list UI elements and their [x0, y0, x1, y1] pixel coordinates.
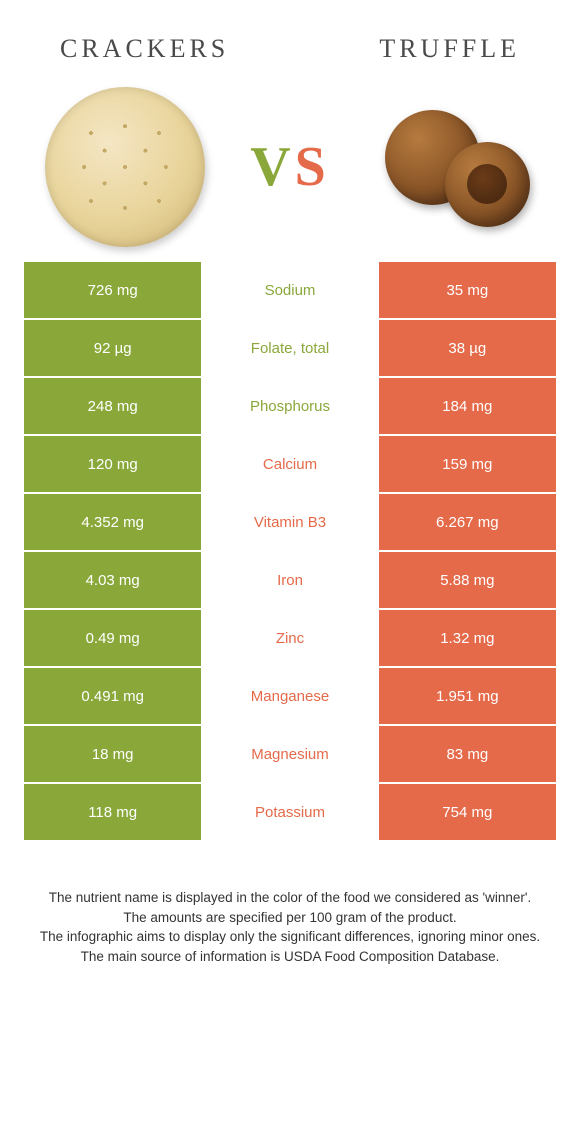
table-row: 726 mgSodium35 mg: [24, 262, 556, 318]
vs-s: S: [295, 136, 330, 198]
nutrient-name: Folate, total: [201, 320, 378, 376]
table-row: 0.491 mgManganese1.951 mg: [24, 668, 556, 724]
left-value: 726 mg: [24, 262, 201, 318]
right-value: 5.88 mg: [379, 552, 556, 608]
images-row: VS: [20, 74, 560, 262]
left-value: 4.352 mg: [24, 494, 201, 550]
right-value: 83 mg: [379, 726, 556, 782]
nutrient-name: Manganese: [201, 668, 378, 724]
right-value: 1.32 mg: [379, 610, 556, 666]
left-value: 118 mg: [24, 784, 201, 840]
table-row: 4.03 mgIron5.88 mg: [24, 552, 556, 608]
nutrient-name: Magnesium: [201, 726, 378, 782]
table-row: 0.49 mgZinc1.32 mg: [24, 610, 556, 666]
left-value: 18 mg: [24, 726, 201, 782]
nutrient-table: 726 mgSodium35 mg92 µgFolate, total38 µg…: [20, 262, 560, 840]
footnote-line: The main source of information is USDA F…: [36, 947, 544, 967]
right-value: 1.951 mg: [379, 668, 556, 724]
truffle-icon: [375, 102, 535, 232]
cracker-icon: [45, 87, 205, 247]
left-value: 0.491 mg: [24, 668, 201, 724]
right-food-image: [360, 92, 550, 242]
right-value: 159 mg: [379, 436, 556, 492]
right-food-title: Truffle: [379, 34, 520, 64]
right-value: 184 mg: [379, 378, 556, 434]
right-value: 38 µg: [379, 320, 556, 376]
footnote-line: The nutrient name is displayed in the co…: [36, 888, 544, 908]
table-row: 4.352 mgVitamin B36.267 mg: [24, 494, 556, 550]
nutrient-name: Iron: [201, 552, 378, 608]
table-row: 248 mgPhosphorus184 mg: [24, 378, 556, 434]
footnotes: The nutrient name is displayed in the co…: [20, 842, 560, 966]
nutrient-name: Potassium: [201, 784, 378, 840]
nutrient-name: Sodium: [201, 262, 378, 318]
left-food-image: [30, 92, 220, 242]
nutrient-name: Vitamin B3: [201, 494, 378, 550]
left-value: 4.03 mg: [24, 552, 201, 608]
left-value: 92 µg: [24, 320, 201, 376]
table-row: 92 µgFolate, total38 µg: [24, 320, 556, 376]
right-value: 35 mg: [379, 262, 556, 318]
left-value: 120 mg: [24, 436, 201, 492]
vs-v: V: [250, 136, 294, 198]
left-value: 0.49 mg: [24, 610, 201, 666]
table-row: 120 mgCalcium159 mg: [24, 436, 556, 492]
footnote-line: The infographic aims to display only the…: [36, 927, 544, 947]
table-row: 18 mgMagnesium83 mg: [24, 726, 556, 782]
table-row: 118 mgPotassium754 mg: [24, 784, 556, 840]
header: Crackers Truffle: [20, 20, 560, 74]
right-value: 6.267 mg: [379, 494, 556, 550]
left-food-title: Crackers: [60, 34, 229, 64]
nutrient-name: Phosphorus: [201, 378, 378, 434]
left-value: 248 mg: [24, 378, 201, 434]
nutrient-name: Calcium: [201, 436, 378, 492]
nutrient-name: Zinc: [201, 610, 378, 666]
vs-label: VS: [250, 135, 330, 199]
right-value: 754 mg: [379, 784, 556, 840]
footnote-line: The amounts are specified per 100 gram o…: [36, 908, 544, 928]
